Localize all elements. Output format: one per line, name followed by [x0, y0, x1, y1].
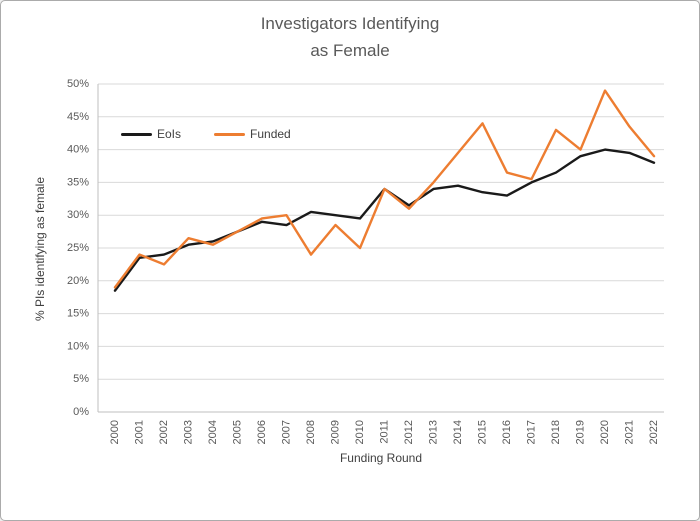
x-tick-label: 2000 [109, 420, 121, 444]
x-tick-label: 2003 [183, 420, 195, 444]
chart-title: Investigators Identifying as Female [1, 10, 699, 64]
legend: EoIs Funded [121, 127, 291, 141]
x-axis-title: Funding Round [339, 451, 423, 465]
chart-title-line-2: as Female [310, 41, 390, 60]
y-tick-label: 50% [67, 78, 89, 90]
y-axis-title: % PIs identifying as female [33, 176, 47, 322]
y-tick-label: 15% [67, 308, 89, 320]
series-line-eois [113, 148, 656, 292]
x-tick-label: 2020 [599, 420, 611, 444]
y-tick-label: 40% [67, 144, 89, 156]
y-tick-label: 0% [73, 406, 89, 418]
x-tick-label: 2018 [550, 420, 562, 444]
x-tick-label: 2010 [354, 420, 366, 444]
x-tick-label: 2016 [501, 420, 513, 444]
x-tick-label: 2015 [477, 420, 489, 444]
y-tick-label: 25% [67, 242, 89, 254]
x-tick-label: 2019 [575, 420, 587, 444]
x-tick-label: 2009 [330, 420, 342, 444]
x-tick-label: 2002 [158, 420, 170, 444]
legend-swatch-funded [214, 132, 246, 136]
x-tick-label: 2011 [379, 420, 391, 444]
x-tick-label: 2006 [256, 420, 268, 444]
x-tick-label: 2008 [305, 420, 317, 444]
x-tick-label: 2004 [207, 420, 219, 444]
x-tick-label: 2022 [648, 420, 660, 444]
y-tick-label: 5% [73, 373, 89, 385]
series-line-funded [113, 89, 656, 289]
y-tick-label: 35% [67, 176, 89, 188]
x-tick-label: 2014 [452, 420, 464, 444]
legend-swatch-eois [121, 132, 152, 136]
x-tick-label: 2021 [624, 420, 636, 444]
x-tick-label: 2013 [428, 420, 440, 444]
y-tick-label: 20% [67, 275, 89, 287]
legend-label-eois: EoIs [157, 127, 182, 141]
x-tick-label: 2017 [526, 420, 538, 444]
chart-title-line-1: Investigators Identifying [260, 14, 440, 33]
x-tick-label: 2005 [232, 420, 244, 444]
legend-label-funded: Funded [250, 127, 291, 141]
x-tick-label: 2012 [403, 420, 415, 444]
y-tick-label: 45% [67, 111, 89, 123]
y-tick-label: 30% [67, 209, 89, 221]
y-tick-label: 10% [67, 340, 89, 352]
x-tick-label: 2007 [281, 420, 293, 444]
x-tick-label: 2001 [134, 420, 146, 444]
